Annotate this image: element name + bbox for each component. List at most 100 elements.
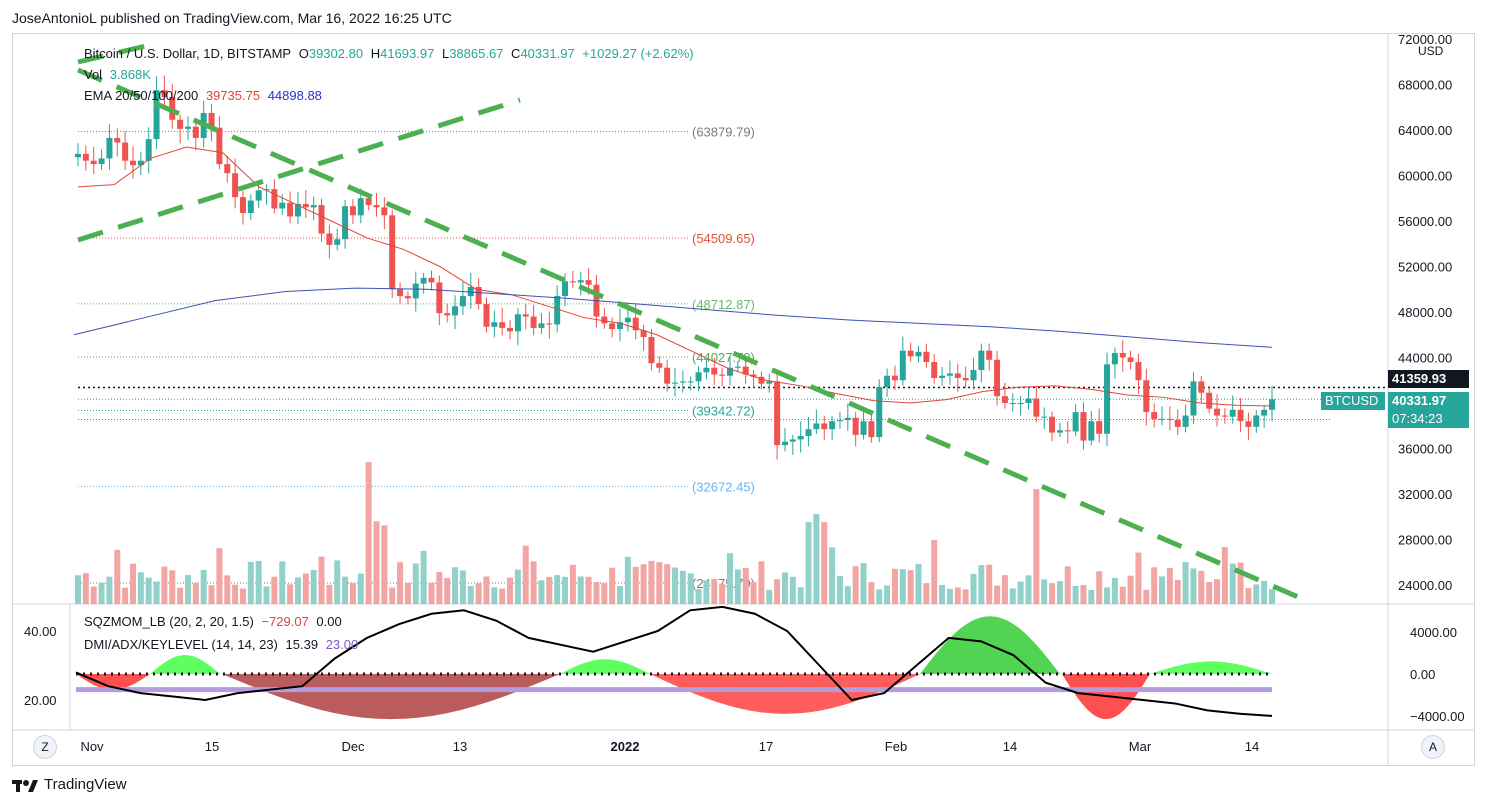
candle-body (1253, 415, 1260, 427)
candle-body (891, 375, 898, 381)
volume-bar (420, 550, 427, 604)
volume-bar (891, 568, 898, 604)
candle-body (719, 374, 726, 376)
volume-bar (711, 579, 718, 604)
candle-body (931, 362, 938, 378)
legend-sqzmom: SQZMOM_LB (20, 2, 20, 1.5) −729.07 0.00 (84, 614, 346, 629)
key-level-label: (54509.65) (692, 231, 755, 246)
legend-dmi-val2: 23.00 (325, 637, 359, 652)
volume-bar (522, 545, 529, 604)
candle-body (836, 420, 843, 422)
candle-body (1269, 399, 1275, 410)
candle-body (514, 314, 521, 332)
candle-body (239, 197, 246, 214)
volume-bar (1001, 575, 1008, 604)
candle-body (145, 139, 152, 161)
volume-bar (365, 462, 372, 604)
axis-a-button[interactable]: A (1421, 735, 1445, 759)
candle-body (852, 417, 859, 435)
volume-bar (389, 587, 396, 604)
currency-label[interactable]: USD (1418, 44, 1444, 58)
candle-body (373, 205, 380, 208)
candle-body (868, 421, 875, 438)
candle-body (789, 439, 796, 442)
volume-bar (145, 577, 152, 604)
volume-bar (852, 566, 859, 604)
candle-body (1025, 398, 1032, 403)
candle-body (404, 296, 411, 299)
candle-body (137, 160, 144, 166)
volume-bar (294, 577, 301, 604)
volume-bar (1072, 585, 1079, 604)
candle-body (1056, 430, 1063, 433)
candle-body (302, 203, 309, 208)
volume-bar (216, 548, 223, 604)
volume-bar (601, 582, 608, 604)
candle-body (436, 282, 443, 314)
time-axis-label: Feb (885, 739, 907, 754)
volume-bar (1049, 583, 1056, 604)
axis-z-button[interactable]: Z (33, 735, 57, 759)
price-axis-label: 56000.00 (1398, 214, 1452, 229)
volume-bar (805, 522, 812, 604)
volume-bar (868, 582, 875, 604)
candle-body (672, 382, 678, 384)
price-axis-label: 24000.00 (1398, 578, 1452, 593)
volume-bar (986, 564, 993, 604)
candle-body (208, 112, 215, 128)
volume-bar (632, 567, 639, 604)
volume-bar (1143, 589, 1150, 604)
candle-body (562, 281, 569, 297)
candle-body (970, 370, 977, 381)
candle-body (349, 206, 356, 216)
candle-body (986, 350, 993, 360)
candle-body (294, 203, 301, 217)
volume-bar (562, 576, 569, 604)
volume-bar (774, 579, 781, 604)
volume-bar (1198, 570, 1205, 604)
volume-bar (428, 582, 435, 604)
candle-body (946, 373, 953, 376)
candle-body (1064, 430, 1071, 432)
volume-bar (184, 575, 191, 604)
key-level-label: (63879.79) (692, 124, 755, 139)
volume-bar (412, 563, 419, 604)
legend-close-label: C (511, 46, 521, 61)
candle-body (766, 381, 773, 384)
candle-body (98, 158, 105, 165)
volume-bar (1206, 581, 1213, 604)
volume-bar (978, 565, 985, 604)
volume-bar (577, 576, 584, 604)
candle-body (75, 153, 81, 158)
volume-bar (923, 583, 930, 604)
volume-bar (483, 576, 490, 604)
volume-bar (703, 580, 710, 604)
time-axis-label: 15 (205, 739, 219, 754)
candle-body (1111, 352, 1118, 365)
volume-bar (797, 587, 804, 604)
brand: TradingView (12, 776, 127, 793)
volume-bar (169, 570, 176, 604)
volume-bar (1033, 489, 1040, 604)
candle-body (114, 137, 121, 143)
candle-body (907, 350, 914, 357)
volume-bar (1025, 575, 1032, 604)
candle-body (177, 119, 184, 129)
candle-body (1088, 421, 1095, 441)
volume-bar (789, 576, 796, 604)
key-level-label: (48712.87) (692, 297, 755, 312)
candle-body (475, 286, 482, 305)
legend-volume: Vol 3.868K (84, 67, 155, 82)
candle-body (412, 283, 419, 299)
volume-bar (1041, 579, 1048, 604)
volume-bar (514, 569, 521, 604)
legend-change: +1029.27 (+2.62%) (582, 46, 694, 61)
legend-vol: 3.868K (109, 67, 151, 82)
volume-bar (98, 582, 105, 604)
legend-sqz-val: −729.07 (261, 614, 309, 629)
candle-body (342, 206, 349, 240)
osc-left-label: 20.00 (24, 693, 57, 708)
time-axis-label: Mar (1129, 739, 1152, 754)
legend-ema: EMA 20/50/100/200 39735.75 44898.88 (84, 88, 326, 103)
